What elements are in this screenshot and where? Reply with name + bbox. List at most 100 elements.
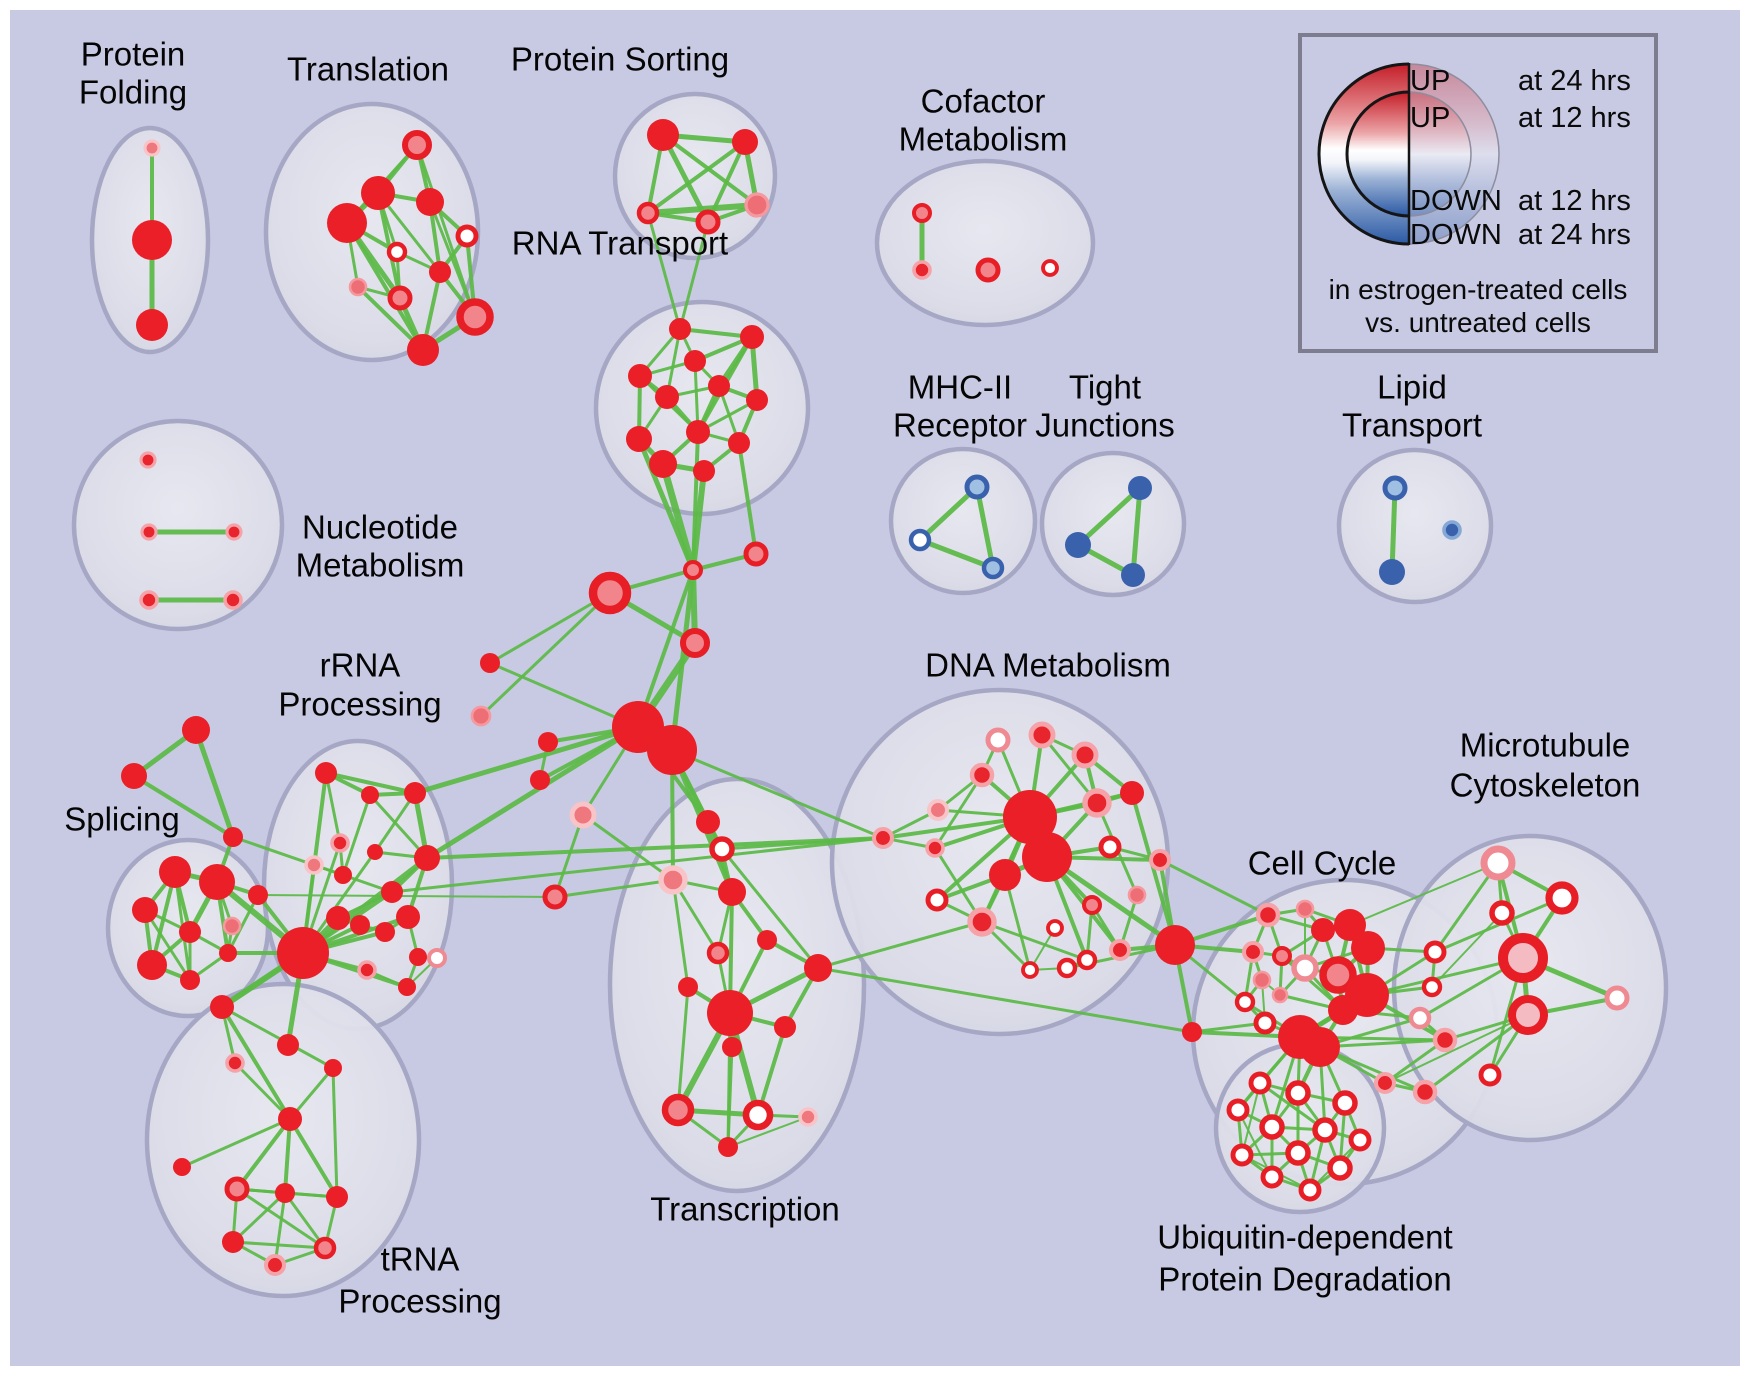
network-node: [224, 1176, 250, 1202]
network-node: [367, 844, 383, 860]
cluster-label-translation: Translation: [287, 51, 449, 88]
network-node: [386, 241, 408, 263]
network-node: [1285, 1140, 1311, 1166]
network-edge: [479, 591, 612, 718]
network-node: [708, 375, 730, 397]
network-edge: [659, 460, 697, 574]
network-edge: [226, 893, 260, 955]
network-edge: [1075, 485, 1143, 548]
network-edge: [1383, 1038, 1447, 1085]
network-edge: [917, 484, 980, 543]
network-node: [159, 856, 191, 888]
cluster-label-splicing: Splicing: [64, 801, 180, 838]
cluster-ellipse-cofactor-metabolism: [874, 158, 1096, 328]
network-node: [908, 528, 932, 552]
network-node: [1442, 520, 1462, 540]
network-edge: [488, 661, 640, 729]
network-edge: [678, 327, 754, 339]
network-node: [1259, 1114, 1285, 1140]
network-node: [326, 1186, 348, 1208]
network-edge: [669, 567, 696, 753]
network-node: [480, 653, 500, 673]
network-node: [1478, 1063, 1502, 1087]
network-edge: [1389, 485, 1398, 575]
network-edge: [671, 878, 690, 989]
network-node: [429, 261, 451, 283]
network-node: [225, 1053, 245, 1073]
network-edge: [373, 791, 417, 854]
network-edge: [412, 724, 641, 796]
network-node: [1098, 835, 1122, 859]
network-node: [1252, 970, 1272, 990]
network-node: [330, 833, 350, 853]
network-node: [327, 203, 367, 243]
network-edge: [1423, 1013, 1530, 1094]
network-edge: [220, 1005, 292, 1121]
network-node: [1291, 954, 1319, 982]
network-node: [1604, 985, 1630, 1011]
network-edge: [273, 1191, 287, 1267]
network-edge: [257, 894, 556, 898]
network-node: [628, 364, 652, 388]
network-node: [139, 590, 159, 610]
network-node: [361, 786, 379, 804]
network-node: [210, 995, 234, 1019]
network-edge: [424, 724, 641, 861]
legend-direction-label: DOWN: [1410, 185, 1502, 217]
network-node: [278, 1107, 302, 1131]
network-node: [222, 916, 242, 936]
network-edge: [974, 484, 996, 571]
network-edge: [737, 441, 758, 556]
network-node: [686, 420, 710, 444]
network-node: [683, 560, 703, 580]
network-edge: [300, 855, 430, 956]
network-node: [313, 1236, 337, 1260]
network-node: [718, 878, 746, 906]
network-edge: [1365, 956, 1525, 997]
network-node: [398, 978, 416, 996]
cluster-label-trna-processing: Processing: [338, 1283, 501, 1320]
network-node: [1260, 1165, 1284, 1189]
network-edge: [1130, 791, 1177, 947]
network-edge: [1349, 862, 1499, 926]
cluster-label-tight-junctions: Junctions: [1035, 407, 1174, 444]
network-node: [324, 1059, 342, 1077]
network-node: [137, 950, 167, 980]
network-edge: [726, 1045, 734, 1149]
legend-time-label: at 12 hrs: [1518, 102, 1631, 134]
network-node: [989, 859, 1021, 891]
network-node: [407, 334, 439, 366]
network-node: [1271, 986, 1289, 1004]
network-node: [530, 770, 550, 790]
cluster-label-protein-folding: Folding: [79, 74, 187, 111]
network-node: [1056, 957, 1078, 979]
network-node: [912, 260, 932, 280]
network-node: [798, 1107, 818, 1127]
legend-note-line2: vs. untreated cells: [1365, 307, 1591, 338]
network-node: [1082, 895, 1102, 915]
network-edge: [488, 591, 612, 665]
network-node: [774, 1016, 796, 1038]
network-node: [695, 209, 721, 235]
network-edge: [1433, 861, 1500, 954]
cluster-label-cofactor-metabolism: Cofactor: [921, 83, 1046, 120]
network-node: [1248, 1071, 1272, 1095]
network-node: [348, 277, 368, 297]
network-node: [1408, 1006, 1432, 1030]
network-node: [709, 836, 735, 862]
network-edge: [645, 202, 760, 216]
network-edge: [636, 568, 695, 729]
network-edge: [917, 537, 996, 571]
network-node: [728, 432, 750, 454]
network-node: [718, 1137, 738, 1157]
network-edge: [720, 847, 820, 970]
network-node: [315, 762, 337, 784]
network-node: [219, 944, 237, 962]
cluster-label-mhc-ii-receptor: Receptor: [893, 407, 1027, 444]
network-node: [1348, 1128, 1372, 1152]
network-node: [222, 1231, 244, 1253]
legend-direction-label: UP: [1410, 65, 1451, 97]
network-node: [1300, 1027, 1340, 1067]
network-edge: [1431, 912, 1503, 988]
network-node: [742, 1099, 774, 1131]
